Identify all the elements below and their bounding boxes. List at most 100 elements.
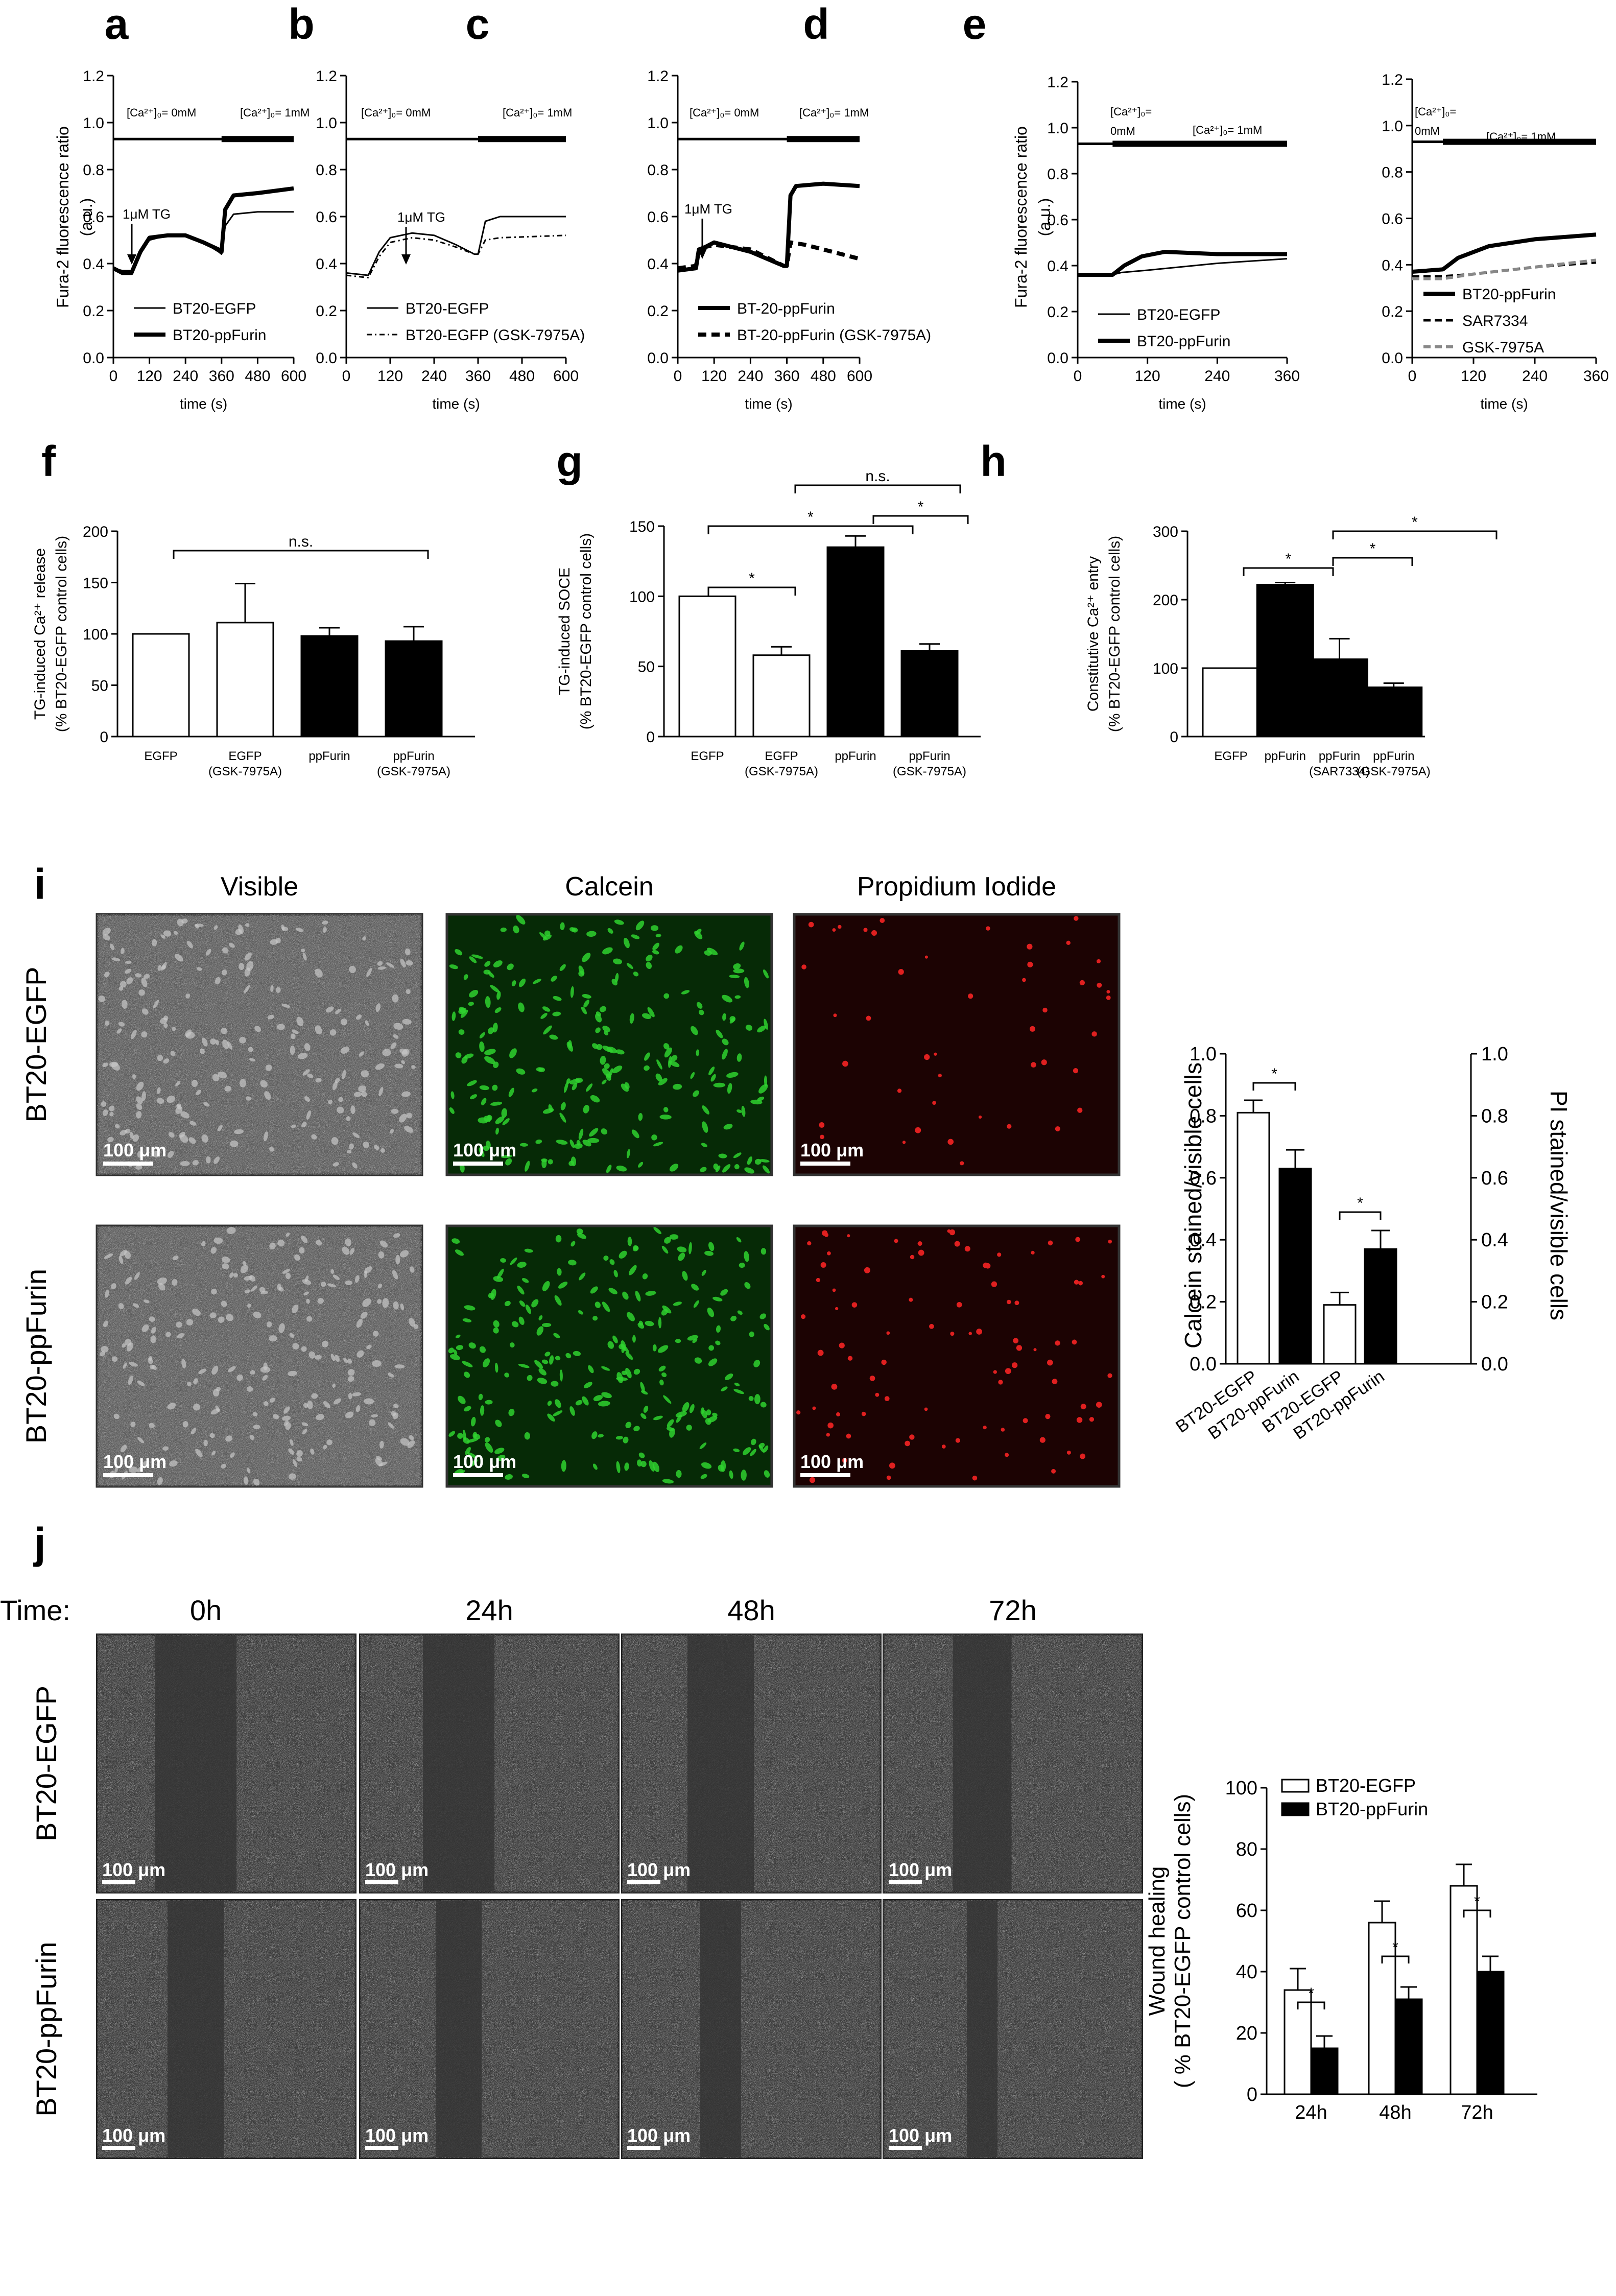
cell (361, 1091, 367, 1097)
significance-bracket (1332, 557, 1413, 566)
scale-bar-label: 100 μm (889, 1859, 952, 1880)
cell (176, 1321, 182, 1328)
cell (734, 1382, 740, 1387)
cell (998, 1380, 1003, 1385)
cell (340, 1046, 349, 1054)
cell (185, 993, 191, 999)
cell (676, 1470, 682, 1478)
micrograph-visible: 100 μm (96, 913, 423, 1176)
cell (729, 975, 740, 979)
cell (627, 1237, 632, 1246)
cell (463, 974, 468, 980)
cell (616, 1165, 627, 1172)
cell (192, 1079, 198, 1087)
cell (175, 1106, 183, 1114)
cell (355, 1014, 362, 1020)
cell (708, 1066, 715, 1076)
cell (721, 1386, 728, 1391)
cell (1042, 1007, 1048, 1013)
cell (493, 1061, 499, 1069)
x-tick-label: 120 (1461, 368, 1486, 385)
x-tick-label: 600 (281, 368, 306, 385)
cell (739, 941, 745, 951)
cell (104, 1021, 110, 1026)
cell (382, 1049, 392, 1056)
scale-bar-label: 100 μm (365, 2125, 429, 2146)
x-tick-label: 0 (1074, 368, 1082, 385)
cell (479, 1085, 489, 1091)
cell (689, 1404, 695, 1413)
cell (188, 1137, 196, 1144)
cell (1080, 1404, 1086, 1410)
scale-bar-label: 100 μm (800, 1140, 864, 1161)
bar (1449, 1885, 1478, 2095)
x-tick-label: 360 (774, 368, 800, 385)
cell (508, 1408, 515, 1416)
cell (141, 1324, 149, 1333)
cell (379, 1440, 384, 1449)
cell (102, 1109, 108, 1116)
cell (564, 1081, 568, 1093)
cell (163, 1023, 168, 1028)
trace-chart-e: 0.0 0.2 0.4 0.6 0.8 1.0 1.2 0 120 240 360 time (s) B… (1382, 72, 1609, 412)
cell (601, 1079, 607, 1084)
cell (832, 928, 836, 932)
significance-label: * (1370, 540, 1376, 557)
cell (542, 1108, 554, 1114)
scale-bar-label: 100 μm (102, 1859, 165, 1880)
cell (1016, 1345, 1023, 1351)
cell (306, 1316, 313, 1322)
cell (462, 1318, 472, 1322)
cell (547, 1413, 555, 1422)
cell (267, 1321, 272, 1328)
cell (561, 1460, 566, 1472)
cell (626, 963, 633, 969)
ca-label-stacked-bottom: 0mM (1110, 125, 1135, 137)
x-tick-label: ppFurin (1319, 749, 1360, 763)
cell (306, 1298, 310, 1304)
cell (362, 936, 367, 941)
cell (315, 1078, 322, 1083)
cell (393, 1404, 399, 1408)
cell (490, 1101, 503, 1106)
cell (151, 1327, 157, 1334)
ca-label-0mM: [Ca²⁺]₀= 0mM (127, 106, 196, 119)
cell (104, 972, 110, 978)
cell (167, 1096, 176, 1103)
cell (210, 1247, 217, 1254)
significance-bracket (707, 525, 914, 534)
cell (455, 949, 463, 956)
cell (658, 1365, 666, 1372)
cell (612, 1066, 623, 1074)
y-tick-label: 0 (100, 729, 108, 746)
cell (631, 934, 640, 939)
cell (646, 955, 653, 962)
cell (168, 1151, 174, 1158)
cell (113, 1413, 120, 1419)
cell (451, 1238, 460, 1244)
bar-chart-g: 0 50 100 150 EGFP EGFP (GSK-7975A) ppFurin ppFur… (556, 518, 981, 778)
cell (827, 1422, 834, 1429)
cell (101, 1346, 109, 1353)
y-tick-label: 20 (1236, 2023, 1257, 2044)
cell (744, 977, 749, 988)
cell (345, 1411, 354, 1418)
cell (880, 918, 885, 923)
cell (838, 925, 842, 929)
cell (245, 923, 250, 927)
ca-label-stacked-top: [Ca²⁺]₀= (1110, 105, 1152, 118)
cell (835, 1307, 839, 1311)
cell (316, 1240, 322, 1246)
scale-bar-label: 100 μm (889, 2125, 952, 2146)
cell (109, 1111, 114, 1117)
cell (390, 1042, 396, 1050)
cell (590, 1095, 600, 1103)
cell (816, 1277, 821, 1283)
cell (141, 978, 148, 987)
cell (236, 1374, 243, 1381)
cell (366, 968, 372, 977)
cell (747, 1156, 752, 1165)
cell (744, 1167, 754, 1174)
legend-swatch (1281, 1779, 1310, 1793)
